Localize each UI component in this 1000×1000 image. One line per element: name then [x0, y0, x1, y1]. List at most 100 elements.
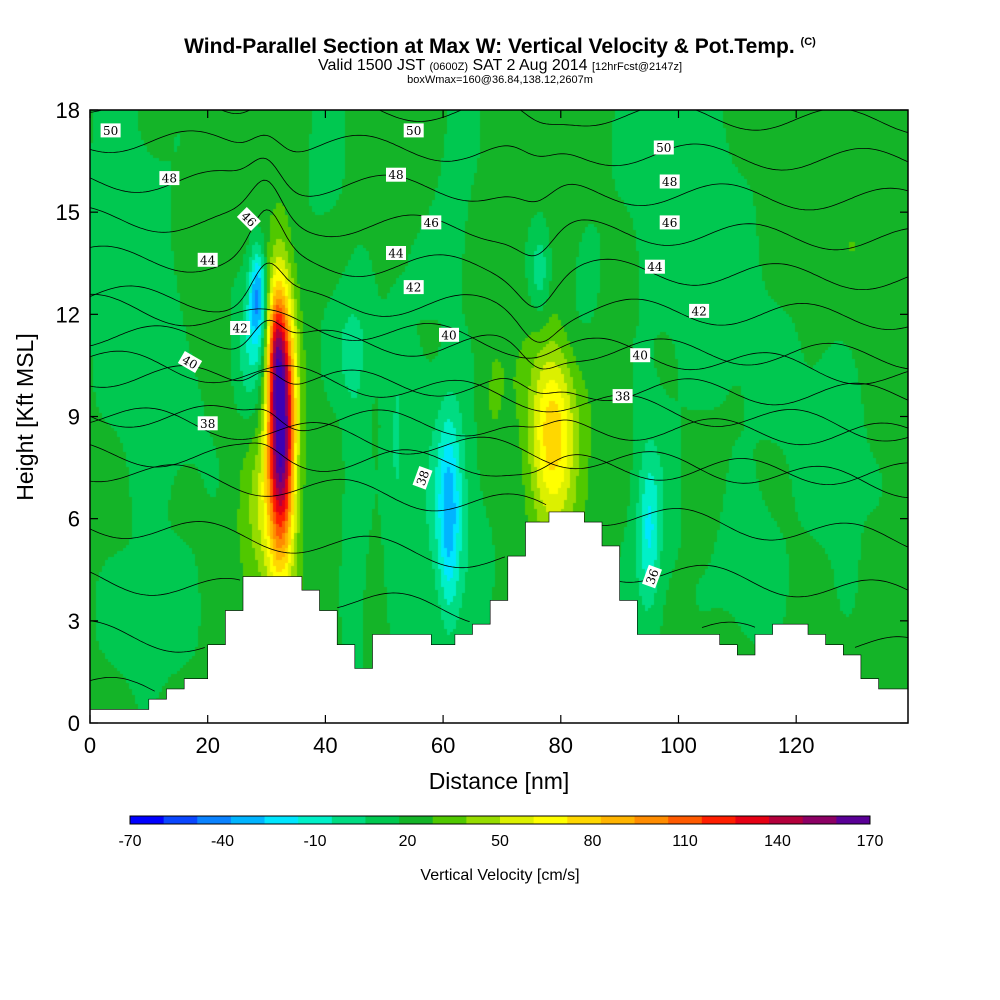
contour-label-text: 50	[656, 141, 671, 155]
isentrope-35	[90, 521, 908, 598]
contour-label-box	[630, 348, 651, 363]
contour-label-text: 44	[647, 260, 663, 274]
contour-label-text: 40	[180, 353, 200, 373]
contour-label-box	[197, 252, 218, 267]
contour-label-text: 44	[200, 253, 216, 267]
contour-label-50: 50	[403, 123, 424, 138]
contour-label-38: 38	[612, 389, 633, 404]
contour-label-box	[403, 280, 424, 295]
x-axis: 0 20 40 60 80 100 120	[84, 110, 815, 758]
x-tick-label: 20	[195, 733, 219, 758]
contour-label-36: 36	[642, 564, 662, 589]
contour-label-text: 48	[388, 168, 403, 182]
colorbar-segment	[264, 816, 299, 824]
contour-label-box	[412, 466, 433, 490]
colorbar-segment	[197, 816, 232, 824]
contour-label-42: 42	[230, 321, 251, 336]
contour-label-44: 44	[197, 252, 218, 267]
contour-label-text: 38	[414, 468, 432, 487]
isentrope-33	[90, 620, 205, 653]
isentrope-45	[90, 209, 908, 308]
contour-label-text: 42	[406, 281, 421, 295]
contour-label-40: 40	[630, 348, 651, 363]
colorbar-segment	[668, 816, 703, 824]
contour-label-box	[439, 327, 459, 342]
colorbar-segment	[466, 816, 501, 824]
contour-label-box	[230, 321, 251, 335]
x-axis-label: Distance [nm]	[429, 768, 570, 794]
contour-label-48: 48	[159, 171, 180, 186]
contour-label-box	[197, 416, 218, 431]
colorbar-segment	[130, 816, 165, 824]
plot-area: 5048464442403850484644424038504846444240…	[90, 51, 908, 723]
contour-label-48: 48	[659, 174, 680, 189]
colorbar-segment	[567, 816, 602, 824]
contour-label-box	[386, 167, 406, 182]
x-tick-label: 40	[313, 733, 337, 758]
y-axis-label: Height [Kft MSL]	[12, 333, 38, 500]
isentrope-43	[90, 319, 908, 370]
colorbar-label: Vertical Velocity [cm/s]	[420, 867, 579, 884]
copyright-mark: (C)	[800, 36, 816, 48]
isentrope-39	[90, 293, 908, 385]
valid-time: Valid 1500 JST	[317, 57, 426, 74]
colorbar-tick-label: 170	[857, 833, 884, 850]
contour-label-box	[159, 171, 180, 186]
y-tick-label: 9	[68, 405, 80, 430]
contour-label-box	[100, 123, 121, 138]
box-wmax-info: boxWmax=160@36.84,138.12,2607m	[407, 74, 593, 86]
contour-label-text: 36	[643, 567, 661, 586]
x-tick-label: 120	[778, 733, 815, 758]
valid-date: SAT 2 Aug 2014	[472, 57, 588, 74]
terrain-mask	[90, 511, 908, 723]
isentrope-50	[90, 51, 908, 94]
chart-title-main: Wind-Parallel Section at Max W: Vertical…	[184, 35, 795, 58]
contour-label-box	[689, 303, 710, 318]
isentrope-37	[90, 407, 908, 499]
isentrope-32	[90, 677, 155, 692]
x-tick-label: 80	[549, 733, 573, 758]
colorbar-segment	[802, 816, 837, 824]
isentrope-38	[90, 350, 908, 442]
contour-label-text: 46	[424, 216, 439, 230]
colorbar-segment	[836, 816, 871, 824]
colorbar-segment	[533, 816, 568, 824]
contour-label-text: 42	[691, 304, 706, 318]
contour-label-text: 48	[162, 172, 177, 186]
contour-label-box	[642, 564, 662, 589]
colorbar-tick-label: 140	[764, 833, 791, 850]
contour-label-46: 46	[659, 215, 680, 230]
contour-label-box	[421, 215, 442, 230]
colorbar: -70 -40 -10 20 50 80 110 140 170	[118, 815, 884, 850]
contour-label-box	[177, 350, 203, 374]
colorbar-segment	[331, 816, 366, 824]
contour-label-text: 40	[441, 328, 456, 342]
contour-label-text: 40	[633, 349, 648, 363]
y-tick-label: 15	[56, 200, 80, 225]
colorbar-segment	[365, 816, 400, 824]
y-tick-label: 12	[56, 302, 80, 327]
isentrope-41	[90, 405, 908, 446]
contour-label-42: 42	[689, 303, 710, 318]
x-tick-label: 100	[660, 733, 697, 758]
contour-label-42: 42	[403, 280, 424, 295]
contour-label-44: 44	[386, 246, 406, 261]
isentrope-46	[90, 179, 908, 257]
contour-label-text: 42	[232, 322, 247, 336]
colorbar-segment	[701, 816, 736, 824]
contour-label-box	[403, 123, 424, 138]
contour-label-box	[612, 389, 633, 404]
contour-label-text: 38	[615, 390, 630, 404]
x-tick-label: 0	[84, 733, 96, 758]
contour-label-44: 44	[644, 259, 665, 274]
colorbar-segment	[230, 816, 265, 824]
colorbar-tick-label: 50	[491, 833, 509, 850]
contour-label-text: 44	[388, 247, 404, 261]
y-tick-label: 0	[68, 711, 80, 736]
zulu-time: (0600Z)	[429, 61, 468, 73]
contour-label-38: 38	[412, 466, 433, 490]
colorbar-segment	[399, 816, 434, 824]
isentrope-44	[90, 262, 908, 343]
